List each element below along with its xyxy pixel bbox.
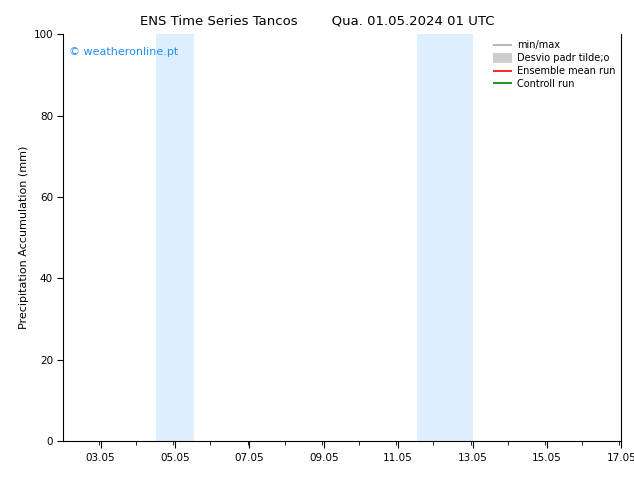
Text: ENS Time Series Tancos        Qua. 01.05.2024 01 UTC: ENS Time Series Tancos Qua. 01.05.2024 0… (139, 15, 495, 28)
Bar (417, 34, 472, 441)
Bar (157, 34, 193, 441)
Legend: min/max, Desvio padr tilde;o, Ensemble mean run, Controll run: min/max, Desvio padr tilde;o, Ensemble m… (489, 36, 619, 93)
Y-axis label: Precipitation Accumulation (mm): Precipitation Accumulation (mm) (19, 146, 29, 329)
Text: © weatheronline.pt: © weatheronline.pt (69, 47, 178, 56)
